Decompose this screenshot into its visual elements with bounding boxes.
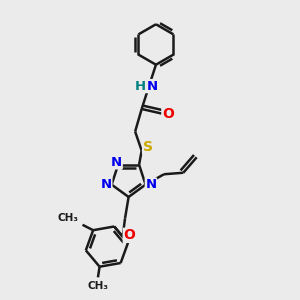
Text: O: O — [123, 228, 135, 242]
Text: CH₃: CH₃ — [87, 280, 108, 291]
Text: N: N — [101, 178, 112, 191]
Text: N: N — [146, 80, 158, 93]
Text: N: N — [111, 156, 122, 169]
Text: N: N — [145, 178, 157, 191]
Text: S: S — [142, 140, 153, 154]
Text: CH₃: CH₃ — [57, 213, 78, 223]
Text: O: O — [162, 107, 174, 121]
Text: H: H — [135, 80, 146, 93]
